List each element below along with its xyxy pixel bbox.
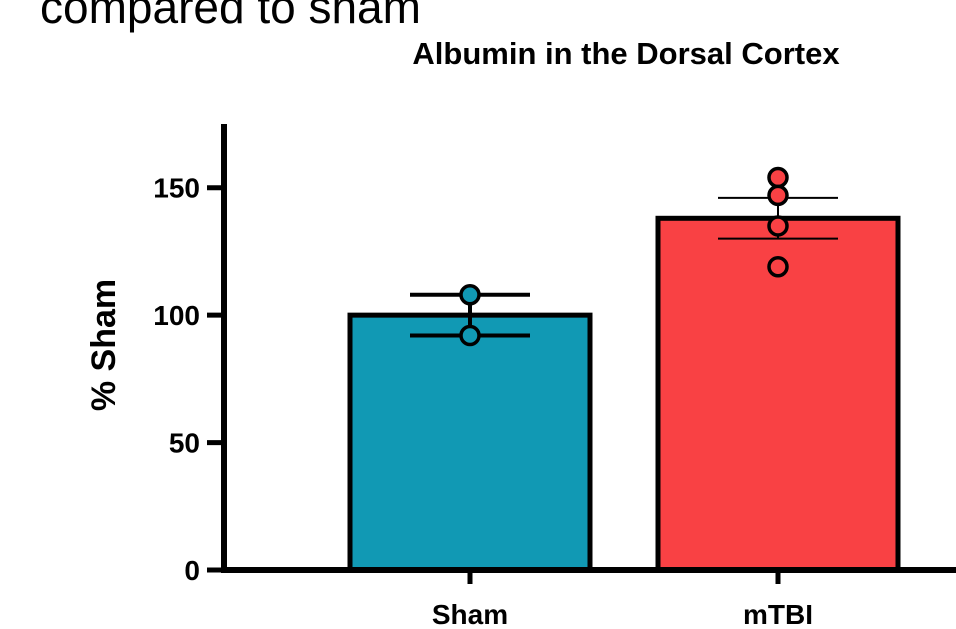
- y-axis-label: % Sham: [85, 279, 123, 411]
- data-point-mtbi: [767, 166, 789, 189]
- x-tick-label-sham: Sham: [432, 599, 508, 629]
- y-tick-label: 100: [153, 300, 200, 331]
- data-point-mtbi: [767, 184, 789, 207]
- x-tick-label-mtbi: mTBI: [743, 599, 813, 629]
- y-tick-label: 150: [153, 173, 200, 204]
- chart-title: Albumin in the Dorsal Cortex: [412, 36, 840, 71]
- data-point-mtbi: [767, 255, 789, 278]
- bar-sham: [347, 312, 593, 573]
- page-heading: compared to sham: [40, 0, 421, 33]
- data-point-sham: [459, 324, 481, 347]
- data-point-mtbi: [767, 215, 789, 237]
- data-point-sham: [459, 284, 481, 306]
- y-tick-label: 50: [169, 428, 200, 459]
- y-tick-label: 0: [184, 555, 200, 586]
